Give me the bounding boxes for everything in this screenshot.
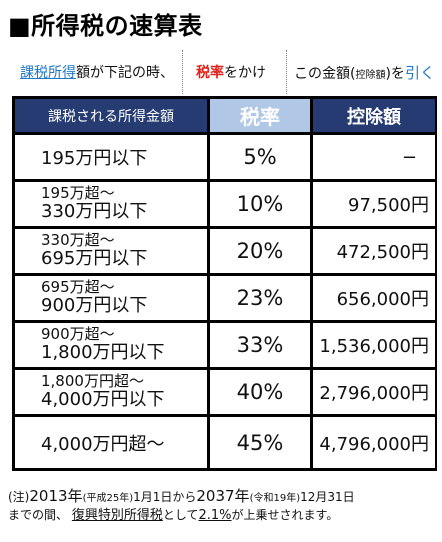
instruction-part-1: 課税所得額が下記の時、 (20, 65, 174, 81)
deduction: 472,500円 (313, 229, 435, 273)
instruction-part-2: 税率をかけ (196, 65, 266, 81)
surcharge-rate: 2.1% (198, 508, 232, 523)
income-range: 195万超〜 330万円以下 (15, 182, 207, 226)
reconstruction-tax-term: 復興特別所得税 (71, 508, 163, 523)
divider (286, 50, 287, 94)
income-range: 4,000万円超〜 (15, 417, 207, 468)
tax-rate: 23% (210, 276, 310, 320)
tax-rate: 20% (210, 229, 310, 273)
deduction: 1,536,000円 (313, 323, 435, 367)
taxable-income-term: 課税所得 (20, 65, 76, 81)
tax-rate-table: 課税される所得金額 税率 控除額 195万円以下 5% − 195万超〜 330… (12, 96, 437, 471)
table-row: 695万超〜 900万円以下 23% 656,000円 (12, 276, 437, 320)
tax-rate: 5% (210, 135, 310, 179)
deduction-term: 控除額 (355, 70, 386, 81)
tax-rate: 10% (210, 182, 310, 226)
deduction: 2,796,000円 (313, 370, 435, 414)
deduction: 97,500円 (313, 182, 435, 226)
table-row: 195万円以下 5% − (12, 135, 437, 179)
instruction-part-3: この金額(控除額)を引く (294, 64, 435, 82)
income-range: 1,800万円超〜 4,000万円以下 (15, 370, 207, 414)
divider (182, 50, 183, 94)
table-row: 4,000万円超〜 45% 4,796,000円 (12, 417, 437, 468)
income-range: 195万円以下 (15, 135, 207, 179)
footnote: (注)2013年(平成25年)1月1日から2037年(令和19年)12月31日 … (8, 487, 355, 524)
table-row: 1,800万円超〜 4,000万円以下 40% 2,796,000円 (12, 370, 437, 414)
deduction: 4,796,000円 (313, 417, 435, 468)
table-row: 195万超〜 330万円以下 10% 97,500円 (12, 182, 437, 226)
subtract-term: 引く (404, 64, 435, 82)
table-row: 330万超〜 695万円以下 20% 472,500円 (12, 229, 437, 273)
tax-rate: 45% (210, 417, 310, 468)
table-row: 900万超〜 1,800万円以下 33% 1,536,000円 (12, 323, 437, 367)
header-deduction: 控除額 (313, 99, 435, 132)
income-range: 695万超〜 900万円以下 (15, 276, 207, 320)
deduction: 656,000円 (313, 276, 435, 320)
header-rate: 税率 (210, 99, 310, 132)
deduction: − (313, 135, 435, 179)
tax-rate: 40% (210, 370, 310, 414)
table-header-row: 課税される所得金額 税率 控除額 (12, 99, 437, 132)
income-range: 330万超〜 695万円以下 (15, 229, 207, 273)
header-income: 課税される所得金額 (15, 99, 207, 132)
tax-rate: 33% (210, 323, 310, 367)
income-range: 900万超〜 1,800万円以下 (15, 323, 207, 367)
page-title: ■所得税の速算表 (8, 12, 203, 40)
tax-rate-term: 税率 (196, 65, 224, 81)
